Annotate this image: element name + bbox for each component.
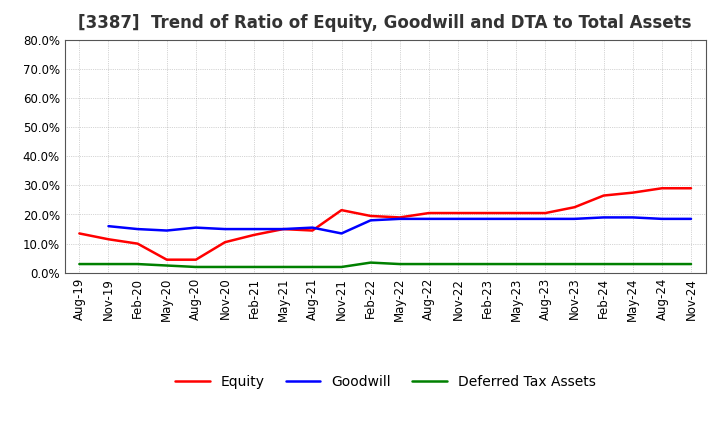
Goodwill <box>337 231 346 236</box>
Deferred Tax Assets <box>425 261 433 267</box>
Goodwill <box>687 216 696 221</box>
Line: Deferred Tax Assets: Deferred Tax Assets <box>79 263 691 267</box>
Goodwill <box>163 228 171 233</box>
Goodwill <box>570 216 579 221</box>
Deferred Tax Assets <box>570 261 579 267</box>
Goodwill <box>250 227 258 232</box>
Equity <box>163 257 171 262</box>
Deferred Tax Assets <box>395 261 404 267</box>
Equity <box>220 239 229 245</box>
Title: [3387]  Trend of Ratio of Equity, Goodwill and DTA to Total Assets: [3387] Trend of Ratio of Equity, Goodwil… <box>78 15 692 33</box>
Goodwill <box>279 227 287 232</box>
Equity <box>483 210 492 216</box>
Equity <box>395 215 404 220</box>
Equity <box>657 186 666 191</box>
Goodwill <box>599 215 608 220</box>
Deferred Tax Assets <box>366 260 375 265</box>
Line: Goodwill: Goodwill <box>109 217 691 234</box>
Goodwill <box>104 224 113 229</box>
Goodwill <box>395 216 404 221</box>
Goodwill <box>220 227 229 232</box>
Equity <box>337 208 346 213</box>
Goodwill <box>657 216 666 221</box>
Deferred Tax Assets <box>279 264 287 270</box>
Equity <box>308 228 317 233</box>
Equity <box>279 227 287 232</box>
Deferred Tax Assets <box>599 261 608 267</box>
Goodwill <box>483 216 492 221</box>
Equity <box>133 241 142 246</box>
Equity <box>366 213 375 219</box>
Goodwill <box>512 216 521 221</box>
Line: Equity: Equity <box>79 188 691 260</box>
Deferred Tax Assets <box>250 264 258 270</box>
Deferred Tax Assets <box>337 264 346 270</box>
Equity <box>512 210 521 216</box>
Deferred Tax Assets <box>454 261 462 267</box>
Deferred Tax Assets <box>133 261 142 267</box>
Deferred Tax Assets <box>163 263 171 268</box>
Deferred Tax Assets <box>657 261 666 267</box>
Deferred Tax Assets <box>687 261 696 267</box>
Goodwill <box>192 225 200 230</box>
Deferred Tax Assets <box>192 264 200 270</box>
Equity <box>541 210 550 216</box>
Goodwill <box>133 227 142 232</box>
Equity <box>454 210 462 216</box>
Deferred Tax Assets <box>220 264 229 270</box>
Deferred Tax Assets <box>104 261 113 267</box>
Equity <box>425 210 433 216</box>
Equity <box>250 232 258 238</box>
Deferred Tax Assets <box>541 261 550 267</box>
Equity <box>599 193 608 198</box>
Goodwill <box>308 225 317 230</box>
Goodwill <box>454 216 462 221</box>
Equity <box>570 205 579 210</box>
Goodwill <box>366 218 375 223</box>
Equity <box>104 237 113 242</box>
Goodwill <box>629 215 637 220</box>
Deferred Tax Assets <box>308 264 317 270</box>
Equity <box>192 257 200 262</box>
Deferred Tax Assets <box>629 261 637 267</box>
Equity <box>75 231 84 236</box>
Deferred Tax Assets <box>512 261 521 267</box>
Deferred Tax Assets <box>75 261 84 267</box>
Equity <box>687 186 696 191</box>
Goodwill <box>425 216 433 221</box>
Deferred Tax Assets <box>483 261 492 267</box>
Goodwill <box>541 216 550 221</box>
Legend: Equity, Goodwill, Deferred Tax Assets: Equity, Goodwill, Deferred Tax Assets <box>169 369 601 394</box>
Equity <box>629 190 637 195</box>
